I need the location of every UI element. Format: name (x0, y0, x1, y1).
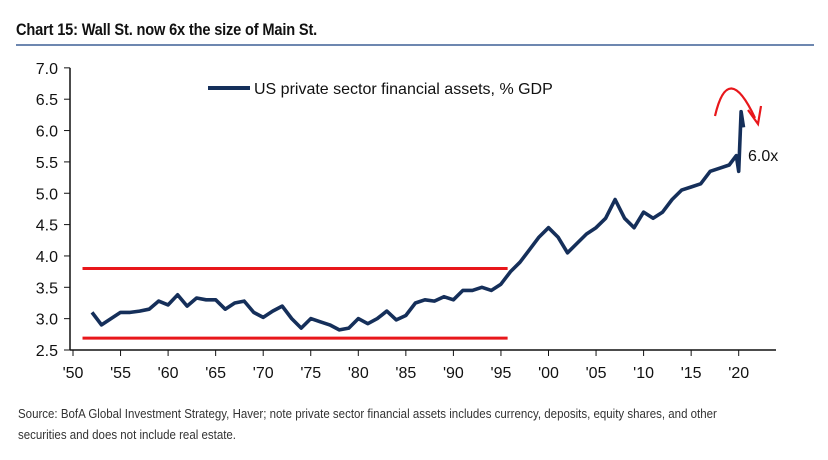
x-tick-label: '90 (443, 365, 464, 382)
y-tick-label: 4.5 (36, 218, 58, 235)
y-tick-label: 5.5 (36, 155, 58, 172)
x-tick-label: '05 (586, 365, 607, 382)
x-tick-label: '55 (110, 365, 131, 382)
x-tick-label: '80 (348, 365, 369, 382)
line-chart: 7.0 6.5 6.0 5.5 5.0 4.5 4.0 3.5 3.0 2.5 '50 '55 '60 '… (36, 61, 779, 382)
y-tick-label: 3.0 (36, 312, 58, 329)
x-tick-label: '95 (491, 365, 512, 382)
title-divider (16, 44, 814, 46)
x-tick-label: '20 (728, 365, 749, 382)
y-tick-label: 2.5 (36, 343, 58, 360)
y-tick-label: 6.0 (36, 124, 58, 141)
arrowhead-icon (747, 105, 763, 127)
y-tick-label: 6.5 (36, 92, 58, 109)
x-tick-label: '85 (395, 365, 416, 382)
chart-title: Chart 15: Wall St. now 6x the size of Ma… (16, 20, 318, 39)
x-tick-label: '70 (253, 365, 274, 382)
x-tick-label: '65 (205, 365, 226, 382)
annotation-label: 6.0x (748, 148, 778, 165)
x-tick-label: '10 (633, 365, 654, 382)
x-tick-label: '75 (300, 365, 321, 382)
y-tick-label: 3.5 (36, 280, 58, 297)
x-tick-label: '60 (158, 365, 179, 382)
x-tick-label: '50 (63, 365, 84, 382)
y-tick-label: 4.0 (36, 249, 58, 266)
curved-arrow-icon (713, 87, 756, 119)
x-tick-label: '00 (538, 365, 559, 382)
source-note: Source: BofA Global Investment Strategy,… (18, 407, 717, 442)
y-tick-label: 7.0 (36, 61, 58, 78)
y-tick-label: 5.0 (36, 186, 58, 203)
series-line (90, 109, 746, 332)
legend-label: US private sector financial assets, % GD… (254, 81, 553, 98)
x-tick-label: '15 (681, 365, 702, 382)
